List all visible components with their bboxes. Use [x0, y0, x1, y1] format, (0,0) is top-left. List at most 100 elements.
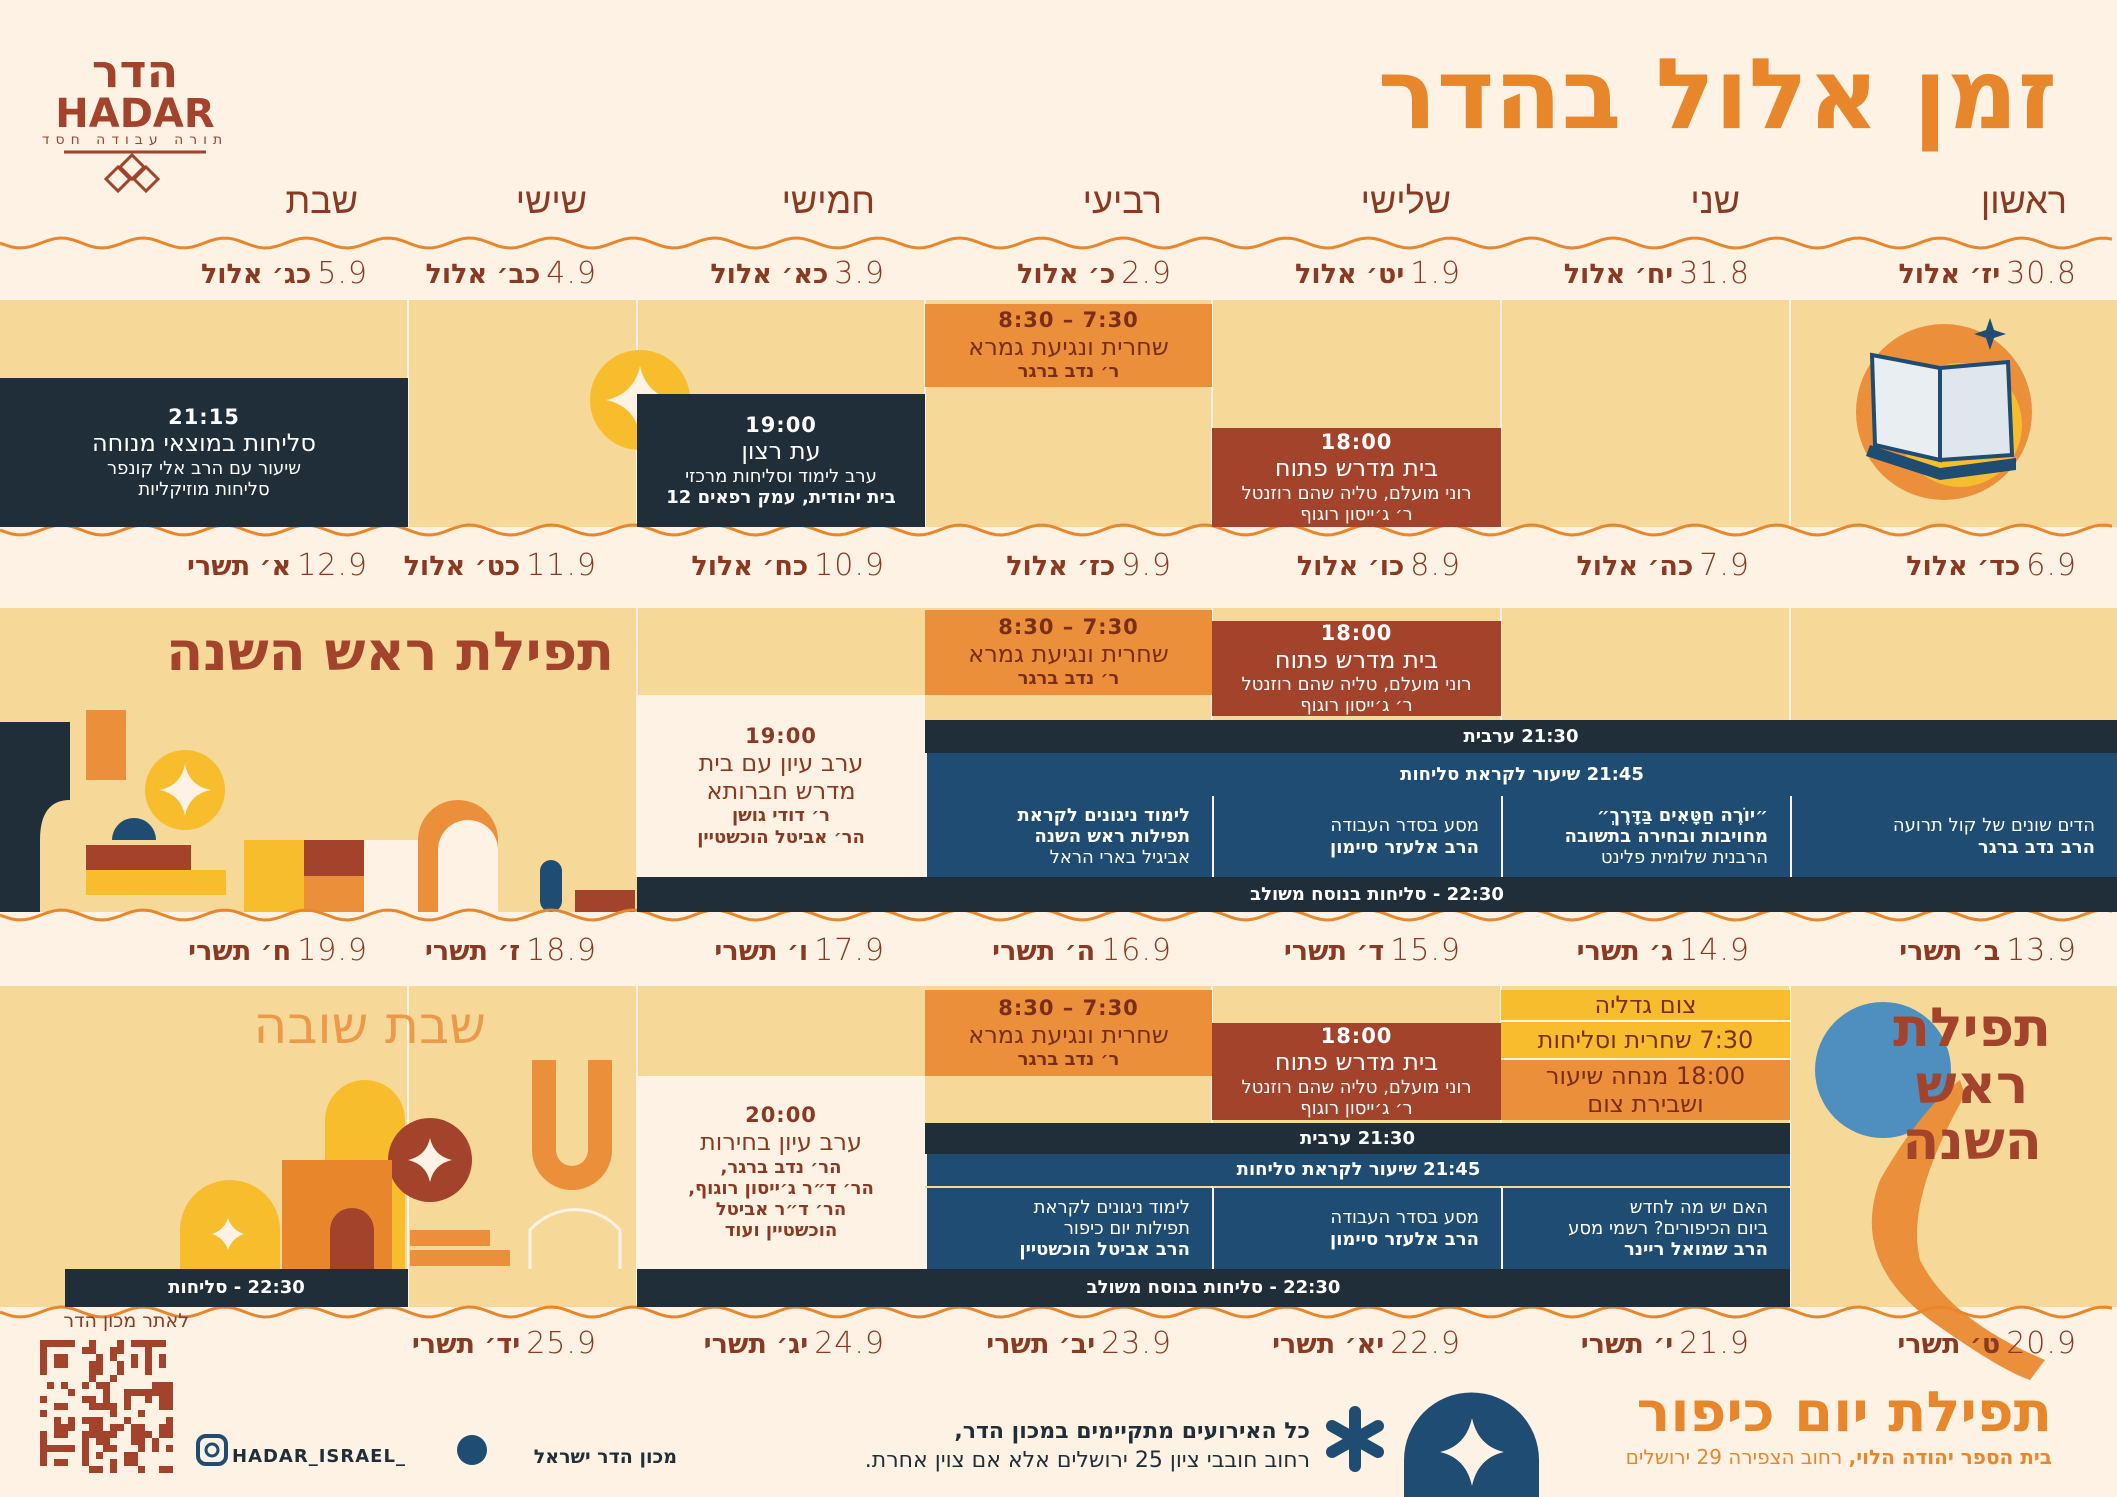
event: 7:30 – 8:30 שחרית ונגיעת גמרא ר׳ נדב ברגר	[925, 610, 1212, 695]
hebrew-date: י׳ תשרי	[1580, 1329, 1674, 1360]
yom-kippur: תפילת יום כיפור	[1636, 1380, 2052, 1445]
qr-module	[166, 1403, 173, 1410]
event-line: הרב אלעזר סיימון	[1330, 1228, 1479, 1250]
date: 9.9	[1121, 548, 1172, 583]
qr-module	[124, 1452, 131, 1459]
hebrew-date: יח׳ אלול	[1563, 259, 1674, 290]
qr-module	[68, 1389, 75, 1396]
event: 21:15 סליחות במוצאי מנוחה שיעור עם הרב אלי…	[0, 378, 408, 527]
event-line: ערב לימוד וסליחות מרכזי	[685, 465, 877, 487]
facebook: מכון הדר ישראל	[533, 1446, 677, 1468]
weekday: חמישי	[781, 181, 875, 222]
hebrew-date: כט׳ אלול	[403, 551, 521, 582]
banner-line: ראש	[1915, 1052, 2029, 1116]
qr-module	[110, 1459, 117, 1466]
event-line: 22:30 - סליחות בנוסח משולב	[1250, 883, 1504, 905]
event-line: הרבנית שלומית פלינט	[1600, 847, 1768, 869]
qr-module	[117, 1361, 124, 1368]
qr-module	[124, 1403, 131, 1410]
qr-module	[145, 1368, 152, 1375]
event-line: מדרש חברותא	[706, 777, 856, 806]
qr-module	[40, 1347, 47, 1354]
hebrew-date: יז׳ אלול	[1898, 259, 2001, 290]
qr-module	[54, 1445, 61, 1452]
qr-module	[54, 1431, 61, 1438]
hebrew-date: יא׳ תשרי	[1272, 1329, 1385, 1360]
qr-module	[166, 1382, 173, 1389]
date: 22.9	[1390, 1326, 1461, 1361]
asterisk	[1326, 1406, 1384, 1472]
event-line: הרב אלעזר סיימון	[1330, 836, 1479, 858]
qr-module	[54, 1417, 61, 1424]
event-line: 21:30 ערבית	[1300, 1127, 1415, 1149]
event-line: מסע בסדר העבודה	[1330, 815, 1479, 837]
qr-module	[40, 1354, 47, 1361]
event-line: מסע בסדר העבודה	[1330, 1207, 1479, 1229]
qr-module	[103, 1389, 110, 1396]
date: 21.9	[1679, 1326, 1750, 1361]
book-cover	[1866, 445, 2016, 480]
weekday: שישי	[515, 181, 587, 222]
qr-module	[166, 1445, 173, 1452]
waves	[0, 236, 2113, 1319]
qr-module	[68, 1417, 75, 1424]
qr-module	[145, 1340, 152, 1347]
instagram: HADAR_ISRAEL_	[232, 1446, 406, 1467]
event-line: סליחות במוצאי מנוחה	[92, 429, 317, 458]
qr-module	[89, 1466, 96, 1473]
event-line: לימוד ניגונים לקראת	[1017, 804, 1190, 826]
date: 15.9	[1390, 933, 1461, 968]
qr-module	[138, 1340, 145, 1347]
qr-module	[159, 1340, 166, 1347]
qr-module	[138, 1466, 145, 1473]
event: ״יוֹרֶה חַטָּאִים בַּדָּרֶךְ״ מחויבות ובח…	[1501, 796, 1790, 877]
event-line: 21:30 ערבית	[1463, 725, 1579, 747]
qr-module	[47, 1340, 54, 1347]
qr-module	[96, 1368, 103, 1375]
event-line: רוני מועלם, טליה שהם רוזנטל	[1241, 1076, 1472, 1098]
qr-module	[82, 1459, 89, 1466]
date: 5.9	[317, 256, 368, 291]
qr-module	[159, 1403, 166, 1410]
date: 18.9	[526, 933, 597, 968]
hebrew-date: ו׳ תשרי	[714, 936, 809, 967]
qr-module	[40, 1445, 47, 1452]
event: האם יש מה לחדש ביום הכיפורים? רשמי מסע הרב…	[1501, 1188, 1790, 1269]
qr-module	[54, 1403, 61, 1410]
event-line: רוני מועלם, טליה שהם רוזנטל	[1241, 673, 1472, 695]
date-cell: 21.9י׳ תשרי	[1581, 1326, 1750, 1361]
hebrew-date: ח׳ תשרי	[188, 936, 292, 967]
date-cell: 12.9א׳ תשרי	[187, 548, 368, 583]
qr-module	[103, 1403, 110, 1410]
event-line: 18:00	[1320, 1023, 1393, 1048]
wave	[0, 908, 2113, 922]
qr-module	[110, 1466, 117, 1473]
qr-module	[61, 1340, 68, 1347]
qr-module	[131, 1459, 138, 1466]
date-cell: 22.9יא׳ תשרי	[1272, 1326, 1461, 1361]
qr-module	[159, 1389, 166, 1396]
qr-module	[131, 1361, 138, 1368]
qr-module	[82, 1347, 89, 1354]
event-line: שחרית ונגיעת גמרא	[968, 1020, 1169, 1049]
qr-module	[54, 1354, 61, 1361]
qr-module	[159, 1396, 166, 1403]
event: 22:30 - סליחות בנוסח משולב	[637, 1269, 1790, 1307]
event: 7:30 – 8:30 שחרית ונגיעת גמרא ר׳ נדב ברגר	[925, 990, 1212, 1076]
qr-module	[96, 1382, 103, 1389]
event-line: שחרית ונגיעת גמרא	[968, 640, 1169, 669]
date: 7.9	[1699, 548, 1750, 583]
event-line: 21:45 שיעור לקראת סליחות	[1400, 763, 1644, 785]
hebrew-date: יד׳ תשרי	[411, 1329, 521, 1360]
qr-module	[110, 1410, 117, 1417]
logo-latin: HADAR	[55, 91, 215, 137]
event-line: 7:30 – 8:30	[998, 615, 1139, 640]
qr-module	[61, 1354, 68, 1361]
book-page	[1938, 359, 2015, 463]
event: צום גדליה	[1501, 990, 1790, 1022]
address: רחוב הצפירה 29 ירושלים	[1625, 1445, 1843, 1469]
date-cell: 8.9כו׳ אלול	[1297, 548, 1461, 583]
event-line: ר׳ ג׳ייסון רוגוף	[1300, 1098, 1413, 1120]
qr-module	[96, 1431, 103, 1438]
qr-module	[82, 1431, 89, 1438]
